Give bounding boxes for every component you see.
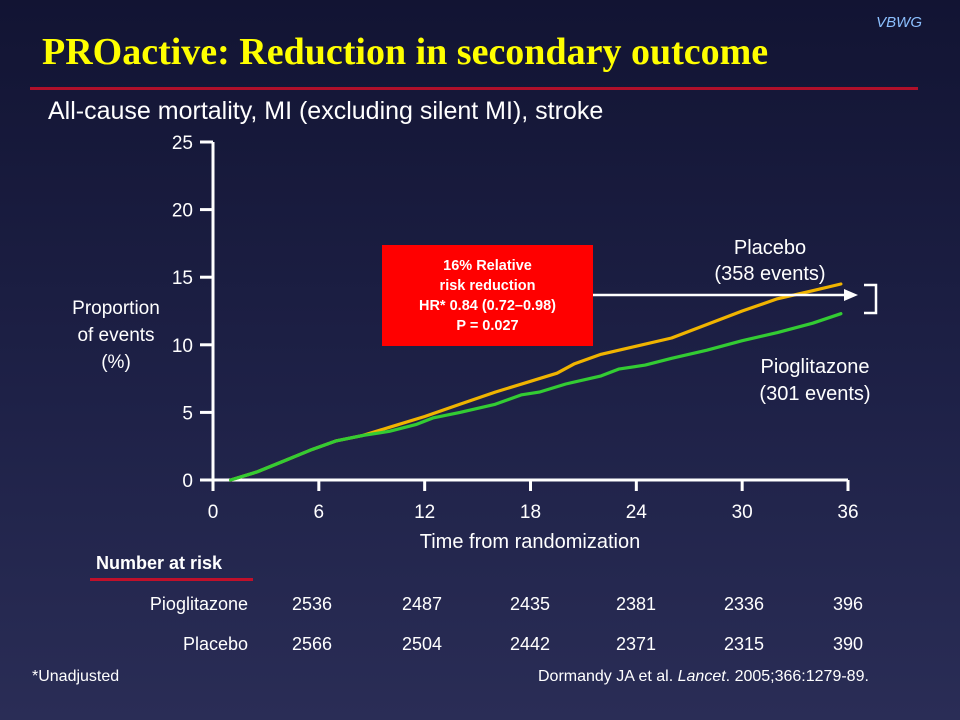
y-tick-label: 0 [182, 471, 193, 492]
placebo-series-label: Placebo (358 events) [680, 235, 860, 287]
risk-cell: 2504 [401, 634, 443, 654]
x-tick-label: 0 [208, 502, 219, 523]
x-tick-label: 30 [732, 502, 753, 523]
risk-cell: 2435 [509, 594, 551, 614]
series-label-line: Pioglitazone [760, 356, 870, 378]
risk-row-label: Pioglitazone [149, 594, 248, 614]
risk-cell: 2487 [401, 594, 443, 614]
risk-cell: 2381 [615, 594, 657, 614]
x-tick-label: 6 [314, 502, 325, 523]
chart-series [229, 282, 843, 482]
title-divider [30, 87, 918, 90]
callout-arrow-group [593, 283, 878, 315]
series-label-line: Placebo [733, 237, 807, 259]
footnote: *Unadjusted [32, 668, 120, 685]
y-axis-label-line: of events [77, 325, 155, 346]
y-axis-label-line: (%) [101, 352, 131, 373]
x-tick-label: 18 [520, 502, 541, 523]
risk-reduction-callout: 16% Relative risk reduction HR* 0.84 (0.… [382, 245, 593, 346]
y-tick-label: 15 [172, 268, 193, 289]
risk-cell: 2315 [723, 634, 765, 654]
slide-subtitle: All-cause mortality, MI (excluding silen… [48, 97, 604, 125]
citation-authors: Dormandy JA et al. [538, 668, 678, 685]
brand-label: VBWG [876, 14, 922, 31]
risk-cell: 2536 [291, 594, 333, 614]
series-label-line: (301 events) [759, 383, 871, 405]
y-axis-label-line: Proportion [72, 298, 160, 319]
risk-row-label: Placebo [182, 634, 248, 654]
series-label-line: (358 events) [714, 263, 826, 285]
callout-line: HR* 0.84 (0.72–0.98) [418, 297, 557, 314]
y-tick-label: 25 [172, 133, 193, 154]
risk-table-header: Number at risk [96, 553, 223, 573]
citation-journal: Lancet [677, 668, 726, 685]
slide-title: PROactive: Reduction in secondary outcom… [42, 31, 769, 73]
x-tick-label: 36 [837, 502, 858, 523]
pioglitazone-series-line [229, 312, 843, 482]
callout-line: risk reduction [439, 277, 536, 294]
x-axis-label: Time from randomization [419, 531, 641, 553]
y-axis-label: Proportion of events (%) [50, 295, 182, 376]
risk-cell: 2566 [291, 634, 333, 654]
y-tick-label: 10 [172, 336, 193, 357]
risk-cell: 2442 [509, 634, 551, 654]
y-tick-label: 20 [172, 201, 193, 222]
risk-cell: 390 [832, 634, 864, 654]
citation-details: . 2005;366:1279-89. [725, 668, 869, 685]
callout-line: 16% Relative [443, 257, 532, 274]
risk-cell: 2336 [723, 594, 765, 614]
y-tick-label: 5 [182, 403, 193, 424]
x-tick-label: 24 [626, 502, 648, 523]
chart-axes: 0 5 10 15 20 25 0 6 12 18 24 30 36 [172, 133, 859, 523]
risk-cell: 2371 [615, 634, 657, 654]
callout-arrowhead-icon [844, 289, 858, 301]
pioglitazone-series-label: Pioglitazone (301 events) [735, 354, 895, 408]
bracket-icon [864, 283, 878, 315]
callout-line: P = 0.027 [456, 317, 519, 334]
citation: Dormandy JA et al. Lancet. 2005;366:1279… [538, 668, 869, 686]
risk-table-divider [90, 578, 253, 581]
risk-cell: 396 [832, 594, 864, 614]
x-tick-label: 12 [414, 502, 435, 523]
